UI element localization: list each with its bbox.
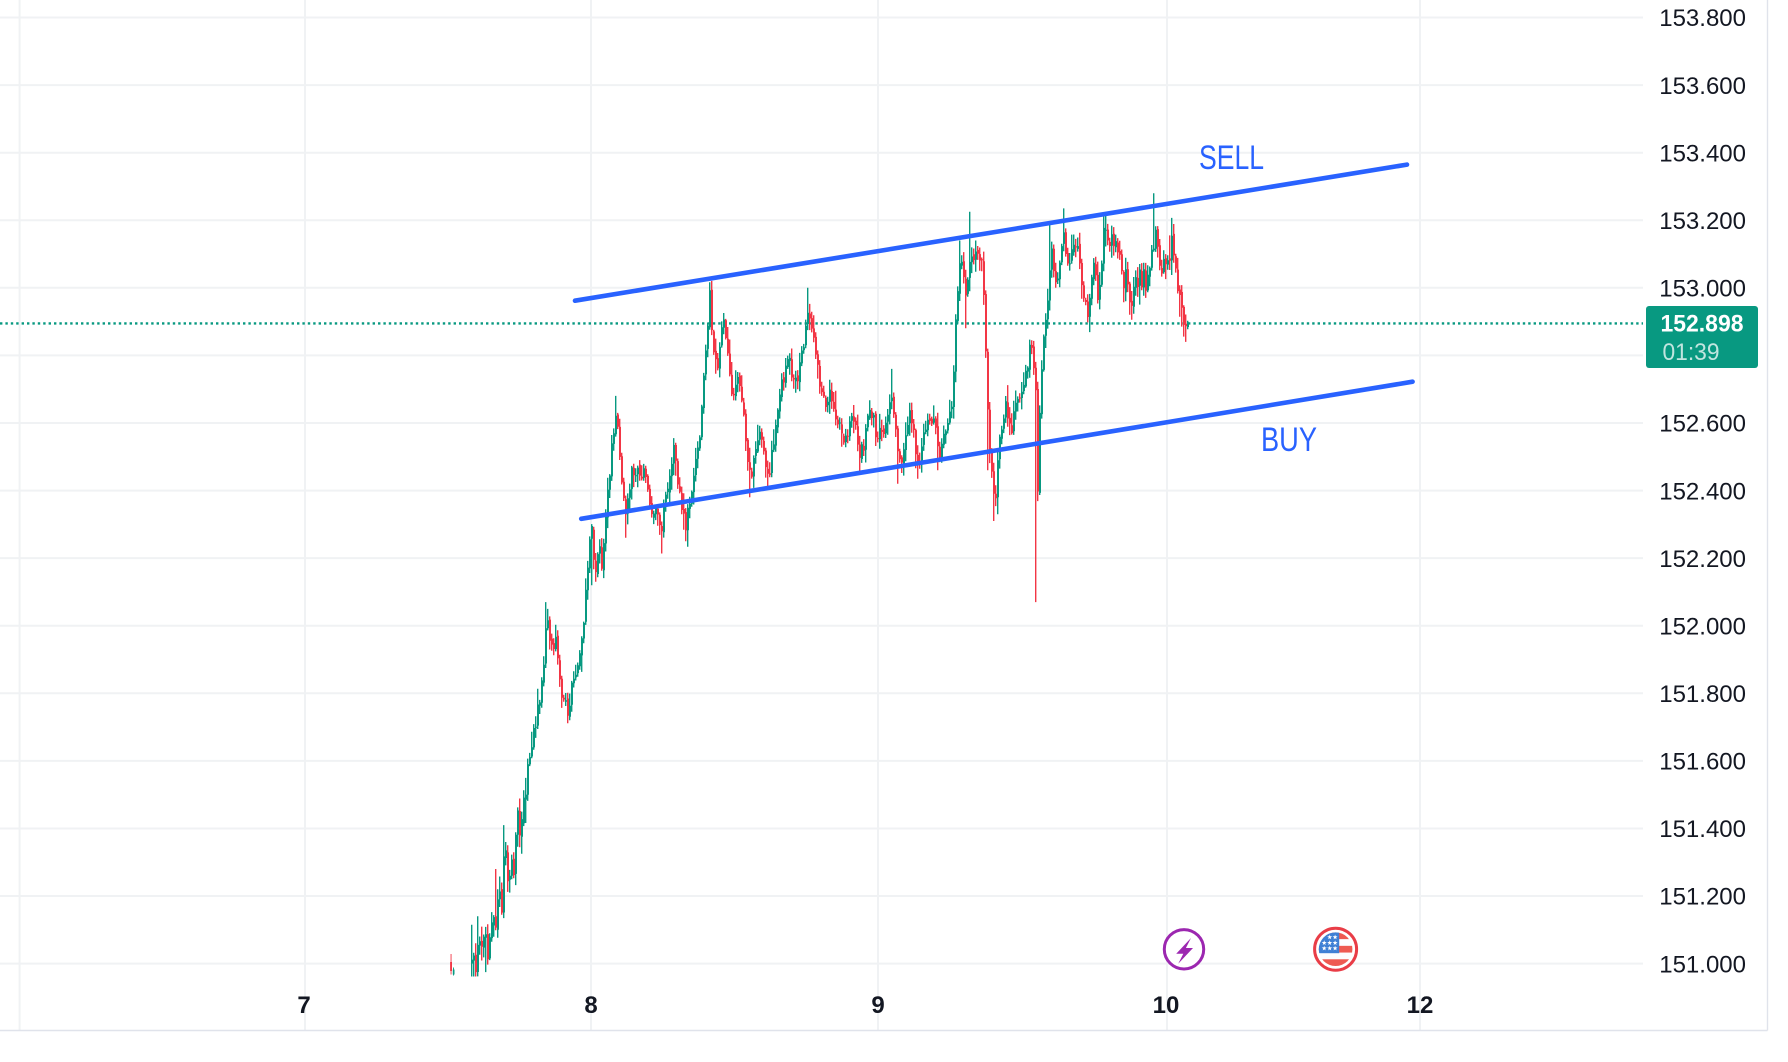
- svg-text:BUY: BUY: [1261, 421, 1317, 459]
- svg-text:7: 7: [297, 992, 310, 1019]
- svg-text:9: 9: [871, 992, 884, 1019]
- svg-text:10: 10: [1153, 992, 1180, 1019]
- svg-text:152.600: 152.600: [1659, 411, 1746, 438]
- svg-text:01:39: 01:39: [1663, 339, 1720, 366]
- svg-text:151.600: 151.600: [1659, 749, 1746, 776]
- svg-text:152.400: 152.400: [1659, 478, 1746, 505]
- svg-text:151.800: 151.800: [1659, 681, 1746, 708]
- svg-text:12: 12: [1407, 992, 1434, 1019]
- svg-text:152.200: 152.200: [1659, 546, 1746, 573]
- svg-text:152.000: 152.000: [1659, 613, 1746, 640]
- svg-text:151.000: 151.000: [1659, 951, 1746, 978]
- svg-text:153.000: 153.000: [1659, 276, 1746, 303]
- svg-text:153.400: 153.400: [1659, 140, 1746, 167]
- svg-text:151.400: 151.400: [1659, 816, 1746, 843]
- svg-text:153.800: 153.800: [1659, 5, 1746, 32]
- svg-text:152.898: 152.898: [1661, 311, 1744, 338]
- svg-text:153.200: 153.200: [1659, 208, 1746, 235]
- svg-text:153.600: 153.600: [1659, 73, 1746, 100]
- svg-text:SELL: SELL: [1199, 139, 1264, 177]
- svg-text:151.200: 151.200: [1659, 884, 1746, 911]
- svg-text:8: 8: [584, 992, 597, 1019]
